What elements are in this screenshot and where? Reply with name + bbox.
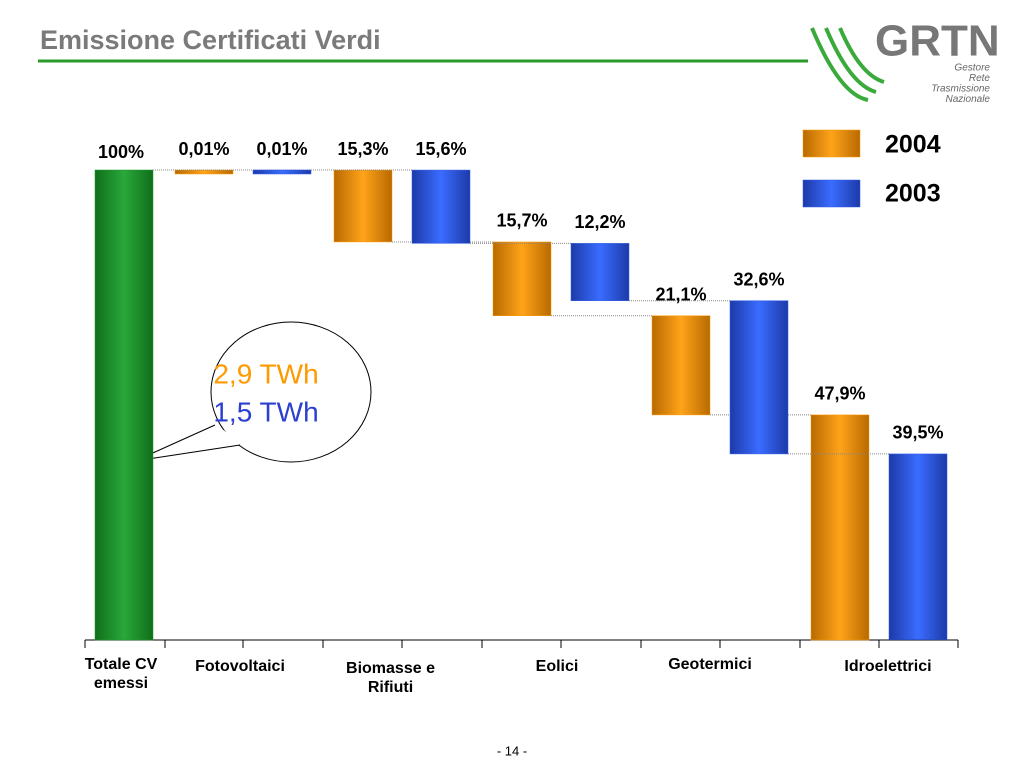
bar [651,315,711,416]
callout [210,321,372,463]
bar [570,243,630,301]
value-label: 39,5% [892,423,943,443]
x-tick-label: Idroelettrici [844,658,932,675]
x-tick-label: Totale CV emessi [84,656,158,692]
bar [888,453,948,640]
logo-tagline: Gestore [954,63,990,74]
legend-label: 2004 [885,131,941,159]
callout-tail-mask [216,425,239,445]
x-tick-label: Eolici [535,658,579,675]
x-tick-label: Geotermici [668,656,752,673]
value-label: 100% [98,142,144,162]
legend-label: 2003 [885,180,941,208]
bar [810,414,870,641]
value-label: 15,7% [496,211,547,231]
legend-swatch [802,179,861,208]
logo-tagline: Nazionale [946,94,991,105]
value-label: 0,01% [256,139,307,159]
annotation: 2,9 TWh [213,358,318,389]
bar [411,169,471,244]
legend-swatch [802,129,861,158]
value-label: 0,01% [178,139,229,159]
bar [333,169,393,243]
value-label: 21,1% [655,284,706,304]
bar [94,169,154,641]
annotation: 1,5 TWh [213,396,318,427]
bar [492,241,552,316]
value-label: 15,3% [337,139,388,159]
value-label: 15,6% [415,139,466,159]
page-number: - 14 - [497,743,527,758]
value-label: 47,9% [814,384,865,404]
value-label: 32,6% [733,269,784,289]
logo-mark [810,27,885,102]
bar [252,169,312,175]
value-label: 12,2% [574,212,625,232]
bar [174,169,234,175]
bar [729,300,789,455]
logo-tagline: Trasmissione [931,84,990,95]
x-tick-label: Fotovoltaici [195,658,285,675]
logo-tagline: Rete [969,73,991,84]
x-tick-label: Biomasse e Rifiuti [346,660,435,696]
logo-name: GRTN [875,17,1000,66]
slide-title: Emissione Certificati Verdi [40,25,381,55]
